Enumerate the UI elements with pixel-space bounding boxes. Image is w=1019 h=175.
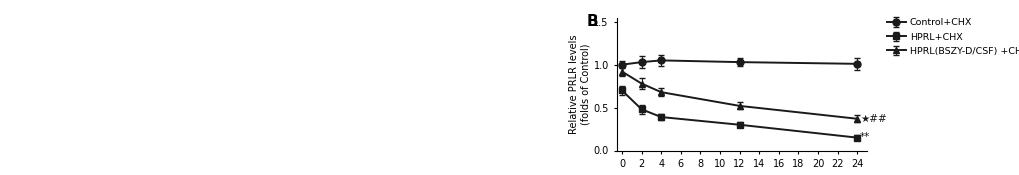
Legend: Control+CHX, HPRL+CHX, HPRL(BSZY-D/CSF) +CHX: Control+CHX, HPRL+CHX, HPRL(BSZY-D/CSF) … — [883, 16, 1019, 59]
Text: **: ** — [859, 132, 869, 142]
Text: ★##: ★## — [859, 114, 887, 124]
Y-axis label: Relative PRLR levels
(folds of Control): Relative PRLR levels (folds of Control) — [569, 34, 590, 134]
Text: B: B — [586, 14, 597, 29]
X-axis label: time (h): time (h) — [720, 174, 762, 175]
